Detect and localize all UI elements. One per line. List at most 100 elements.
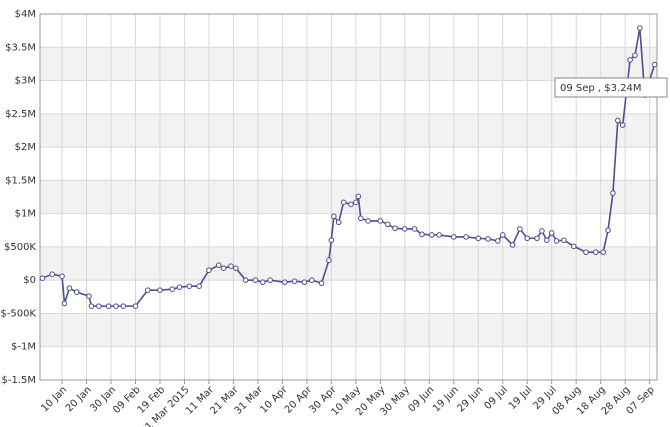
point <box>215 262 222 269</box>
point <box>463 234 469 240</box>
point <box>610 190 616 196</box>
y-tick-label: $2.5M <box>5 109 36 120</box>
grid-band <box>40 246 657 281</box>
point <box>176 284 183 290</box>
x-tick-label: 09 Jun <box>406 384 436 414</box>
point <box>475 235 482 242</box>
plot-border <box>39 13 658 381</box>
y-tick-label: $-1M <box>11 342 36 353</box>
point <box>86 293 92 299</box>
point <box>355 193 362 200</box>
point <box>627 57 633 63</box>
x-tick-label: 19 Jun <box>431 384 461 414</box>
point <box>206 267 212 274</box>
point <box>335 219 342 226</box>
point <box>605 227 611 234</box>
point <box>495 238 501 244</box>
point <box>252 277 259 283</box>
point <box>377 218 384 224</box>
point <box>308 277 315 283</box>
point <box>509 242 516 248</box>
point <box>157 287 163 293</box>
grid-band <box>40 180 657 214</box>
point <box>186 283 193 289</box>
point <box>450 234 457 240</box>
tooltip-box <box>554 77 668 98</box>
point <box>120 303 127 309</box>
point <box>544 237 550 244</box>
point <box>357 215 364 222</box>
point <box>632 52 638 59</box>
point <box>282 279 288 285</box>
point <box>583 249 589 256</box>
y-tick-label: $3M <box>15 76 36 87</box>
point <box>95 303 102 309</box>
point <box>49 271 56 277</box>
x-tick-label: 31 Mar <box>233 384 266 417</box>
y-tick-label: $1M <box>15 209 36 220</box>
point <box>39 275 46 281</box>
point <box>600 249 606 256</box>
point <box>88 303 95 309</box>
y-tick-label: $3.5M <box>5 42 36 53</box>
point <box>220 265 227 272</box>
point <box>66 285 73 291</box>
y-tick-label: $1.5M <box>5 175 36 186</box>
y-tick-label: $0 <box>23 275 36 286</box>
y-tick-label: $-1.5M <box>1 375 36 386</box>
y-tick-label: $500K <box>4 242 36 253</box>
point <box>651 61 658 68</box>
point <box>436 232 442 238</box>
point <box>499 232 506 238</box>
y-tick-label: $4M <box>15 9 36 20</box>
point <box>196 283 202 289</box>
grid-band <box>40 313 657 347</box>
point <box>592 249 599 256</box>
point <box>260 279 266 285</box>
point <box>561 237 567 244</box>
x-tick-label: 10 Jan <box>39 384 69 414</box>
point <box>353 199 359 206</box>
point <box>615 117 621 124</box>
x-tick-label: 29 Jun <box>455 384 485 414</box>
point <box>59 273 65 279</box>
x-tick-label: 19 Jul <box>507 384 535 412</box>
point <box>419 231 425 238</box>
point <box>318 280 325 286</box>
point <box>340 199 347 206</box>
point <box>105 303 112 309</box>
point <box>485 236 491 242</box>
point <box>365 218 371 224</box>
point <box>228 263 234 270</box>
point <box>242 277 249 283</box>
point <box>233 265 239 272</box>
point <box>267 277 273 283</box>
point <box>169 286 176 292</box>
x-tick-label: 09 Jul <box>482 384 510 412</box>
grid-band <box>40 113 657 148</box>
point <box>539 228 545 234</box>
point <box>348 201 354 208</box>
tooltip-text: 09 Sep , $3.24M <box>560 83 642 94</box>
point <box>392 225 398 232</box>
point <box>570 243 577 250</box>
point <box>331 213 337 220</box>
point <box>144 287 151 293</box>
y-tick-label: $-500K <box>0 308 36 319</box>
point <box>384 221 391 228</box>
point <box>428 232 435 238</box>
point <box>524 235 531 242</box>
point <box>328 237 335 244</box>
point <box>61 300 68 307</box>
x-tick-label: 20 Jan <box>64 384 94 414</box>
point <box>619 122 626 128</box>
point <box>411 226 418 232</box>
point <box>326 257 332 264</box>
point <box>517 226 523 232</box>
point <box>548 230 555 236</box>
point <box>637 25 643 31</box>
point <box>553 238 560 244</box>
point <box>291 278 298 284</box>
grid-band <box>40 47 657 81</box>
